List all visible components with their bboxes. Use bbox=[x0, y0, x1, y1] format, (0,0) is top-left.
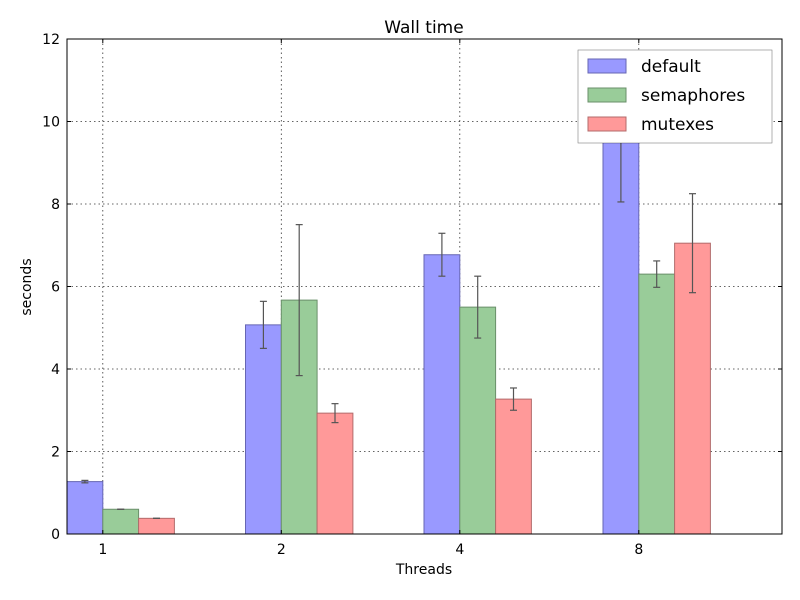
legend-swatch-semaphores bbox=[587, 87, 627, 103]
x-tick-label: 1 bbox=[98, 542, 107, 558]
bar-mutexes-1 bbox=[138, 517, 175, 535]
y-tick-label: 0 bbox=[51, 527, 60, 543]
y-tick-label: 10 bbox=[42, 115, 60, 131]
ticks bbox=[67, 38, 782, 535]
bar-default-1 bbox=[66, 481, 104, 535]
bar-semaphores-1 bbox=[102, 508, 140, 535]
x-axis-title: Threads bbox=[395, 562, 452, 578]
y-tick-label: 6 bbox=[51, 280, 60, 296]
bar-mutexes-4 bbox=[495, 398, 532, 535]
y-axis-title: seconds bbox=[19, 258, 35, 315]
bar-default-4 bbox=[423, 254, 461, 535]
y-tick-label: 4 bbox=[51, 362, 60, 378]
y-tick-label: 12 bbox=[42, 32, 60, 48]
bar-mutexes-2 bbox=[316, 412, 354, 535]
legend-label-mutexes: mutexes bbox=[641, 115, 714, 135]
legend: default semaphores mutexes bbox=[577, 49, 773, 144]
x-tick-labels: 1 2 4 8 bbox=[98, 542, 643, 558]
bar-semaphores-8 bbox=[638, 273, 676, 535]
legend-label-semaphores: semaphores bbox=[641, 86, 745, 106]
bar-semaphores-4 bbox=[459, 306, 497, 535]
legend-swatch-default bbox=[587, 58, 627, 74]
y-tick-labels: 0 2 4 6 8 10 12 bbox=[42, 32, 60, 543]
y-tick-label: 2 bbox=[51, 445, 60, 461]
x-tick-label: 4 bbox=[455, 542, 464, 558]
legend-label-default: default bbox=[641, 57, 701, 77]
legend-swatch-mutexes bbox=[587, 116, 627, 132]
y-tick-label: 8 bbox=[51, 197, 60, 213]
chart-title: Wall time bbox=[384, 18, 463, 38]
x-tick-label: 2 bbox=[277, 542, 286, 558]
bar-default-2 bbox=[245, 324, 282, 535]
x-tick-label: 8 bbox=[634, 542, 643, 558]
